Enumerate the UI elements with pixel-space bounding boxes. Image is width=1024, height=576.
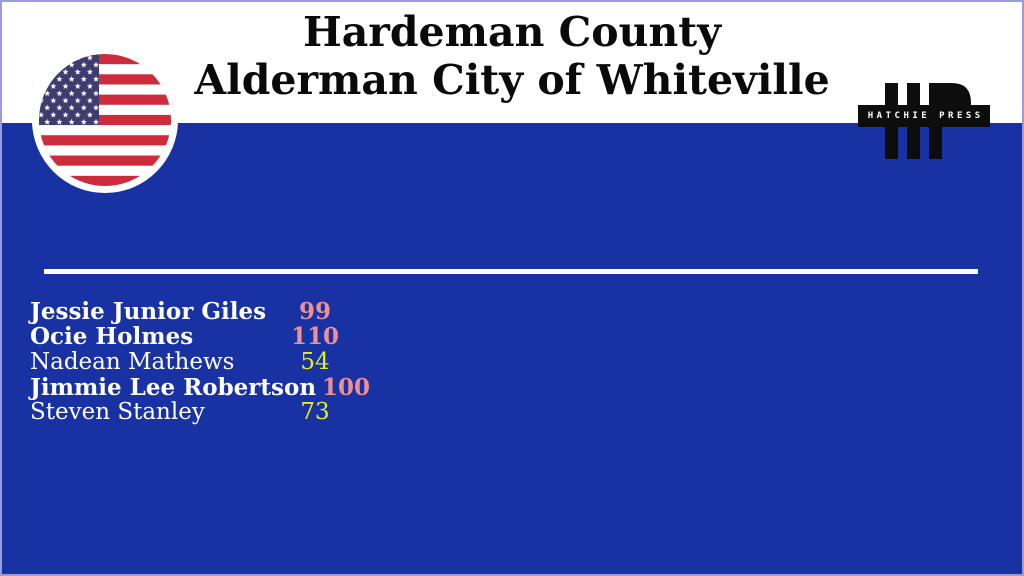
result-row: Jessie Junior Giles 99 — [30, 298, 450, 325]
us-flag-circle-icon — [32, 47, 178, 193]
result-row: Steven Stanley 73 — [30, 399, 450, 426]
candidate-name: Steven Stanley — [30, 399, 205, 426]
divider-line — [44, 269, 978, 274]
vote-count: 100 — [322, 373, 371, 401]
vote-count: 73 — [300, 399, 330, 426]
candidate-name: Ocie Holmes — [30, 323, 194, 351]
vote-count: 54 — [300, 348, 330, 375]
title-line-1: Hardeman County — [302, 8, 722, 56]
vote-count: 110 — [290, 323, 339, 351]
candidate-name: Jessie Junior Giles — [30, 298, 267, 325]
candidate-name: Jimmie Lee Robertson — [30, 373, 317, 401]
candidate-name: Nadean Mathews — [30, 348, 235, 375]
results-list: Jessie Junior Giles 99 Ocie Holmes 110 N… — [30, 299, 450, 425]
press-band-label: HATCHIE PRESS — [858, 105, 990, 127]
result-row: Nadean Mathews 54 — [30, 348, 450, 375]
result-row: Ocie Holmes 110 — [30, 323, 450, 351]
result-row: Jimmie Lee Robertson 100 — [30, 373, 450, 401]
us-flag-svg — [32, 47, 178, 193]
title-line-2: Alderman City of Whiteville — [194, 56, 830, 104]
hatchie-press-logo: HATCHIE PRESS — [858, 81, 990, 161]
page-title: Hardeman County Alderman City of Whitevi… — [0, 0, 1024, 104]
vote-count: 99 — [298, 298, 331, 325]
